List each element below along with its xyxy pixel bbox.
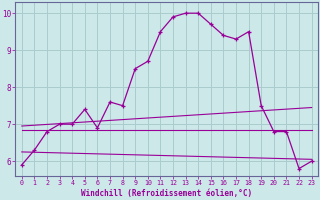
X-axis label: Windchill (Refroidissement éolien,°C): Windchill (Refroidissement éolien,°C)	[81, 189, 252, 198]
